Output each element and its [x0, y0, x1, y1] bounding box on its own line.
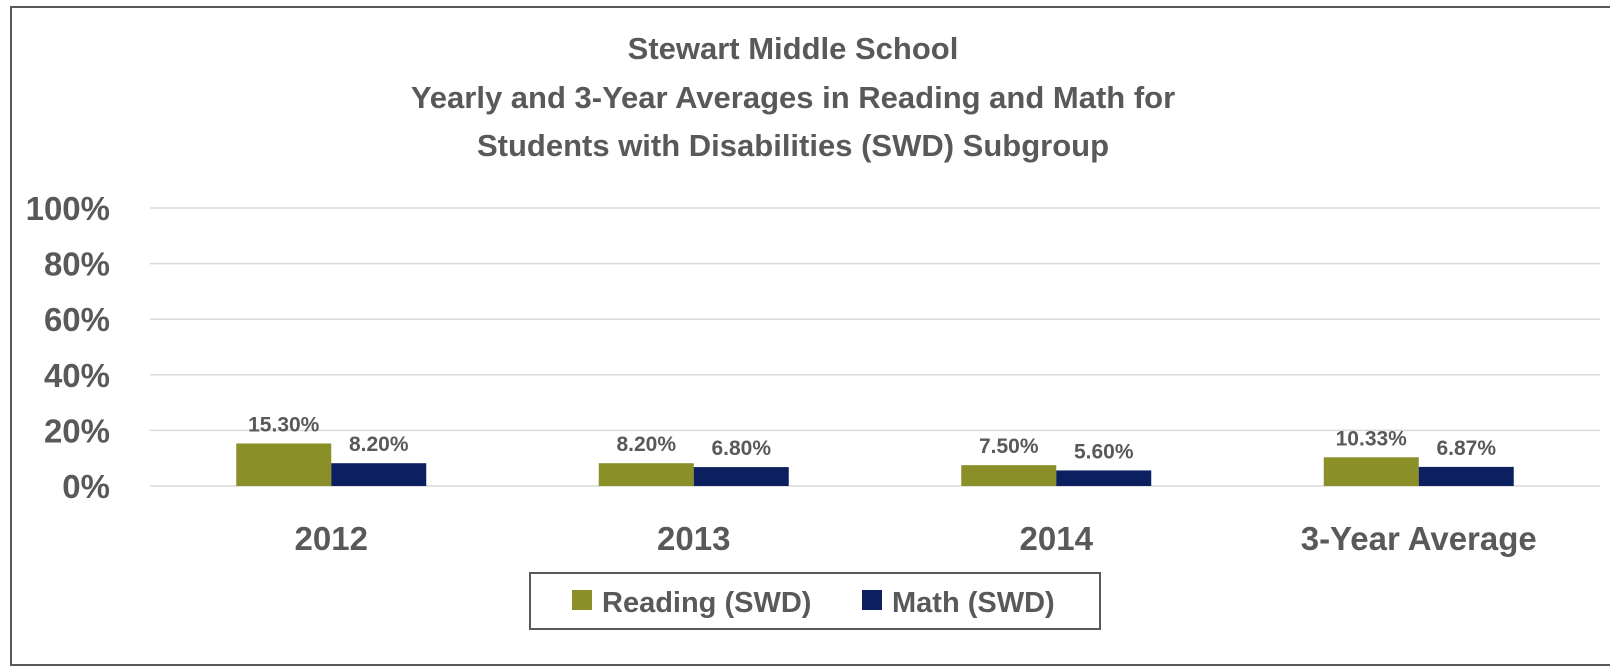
- bar-reading: [598, 463, 694, 486]
- y-tick-label: 100%: [26, 190, 110, 227]
- data-label: 10.33%: [1336, 427, 1408, 450]
- legend-swatch-reading: [572, 590, 592, 610]
- legend-box: [529, 572, 1101, 630]
- title-line-3: Students with Disabilities (SWD) Subgrou…: [477, 128, 1109, 163]
- legend-label-math: Math (SWD): [892, 587, 1055, 619]
- bars: [236, 443, 1514, 486]
- x-category-label: 2014: [1020, 520, 1094, 557]
- data-label: 6.80%: [711, 437, 771, 460]
- bar-math: [693, 467, 789, 486]
- bar-reading: [1323, 457, 1419, 486]
- y-tick-label: 0%: [62, 468, 110, 505]
- x-category-label: 2013: [657, 520, 730, 557]
- legend-label-reading: Reading (SWD): [602, 587, 811, 619]
- x-axis-categories: 2012 2013 2014 3-Year Average: [295, 520, 1537, 557]
- y-tick-label: 20%: [44, 412, 110, 449]
- title-line-2: Yearly and 3-Year Averages in Reading an…: [411, 80, 1175, 115]
- data-label: 5.60%: [1074, 440, 1134, 463]
- data-label: 6.87%: [1436, 437, 1496, 460]
- x-category-label: 3-Year Average: [1301, 520, 1537, 557]
- data-label: 8.20%: [349, 433, 409, 456]
- bar-math: [1056, 470, 1152, 486]
- data-label: 7.50%: [979, 435, 1039, 458]
- legend: Reading (SWD) Math (SWD): [529, 572, 1101, 630]
- y-tick-label: 80%: [44, 246, 110, 283]
- chart-title: Stewart Middle School Yearly and 3-Year …: [411, 31, 1175, 163]
- bar-chart: Stewart Middle School Yearly and 3-Year …: [26, 31, 1600, 630]
- x-category-label: 2012: [295, 520, 368, 557]
- y-tick-label: 60%: [44, 301, 110, 338]
- title-line-1: Stewart Middle School: [628, 31, 959, 66]
- data-labels: 15.30% 8.20% 8.20% 6.80% 7.50% 5.60% 10.33% 6.8…: [248, 413, 1496, 463]
- data-label: 15.30%: [248, 413, 320, 436]
- y-axis-ticks: 0% 20% 40% 60% 80% 100%: [26, 190, 110, 505]
- chart-frame: [10, 6, 1610, 666]
- data-label: 8.20%: [616, 433, 676, 456]
- legend-swatch-math: [862, 590, 882, 610]
- y-tick-label: 40%: [44, 357, 110, 394]
- bar-reading: [236, 443, 332, 486]
- bar-math: [331, 463, 427, 486]
- bar-math: [1418, 466, 1514, 486]
- bar-reading: [961, 465, 1057, 486]
